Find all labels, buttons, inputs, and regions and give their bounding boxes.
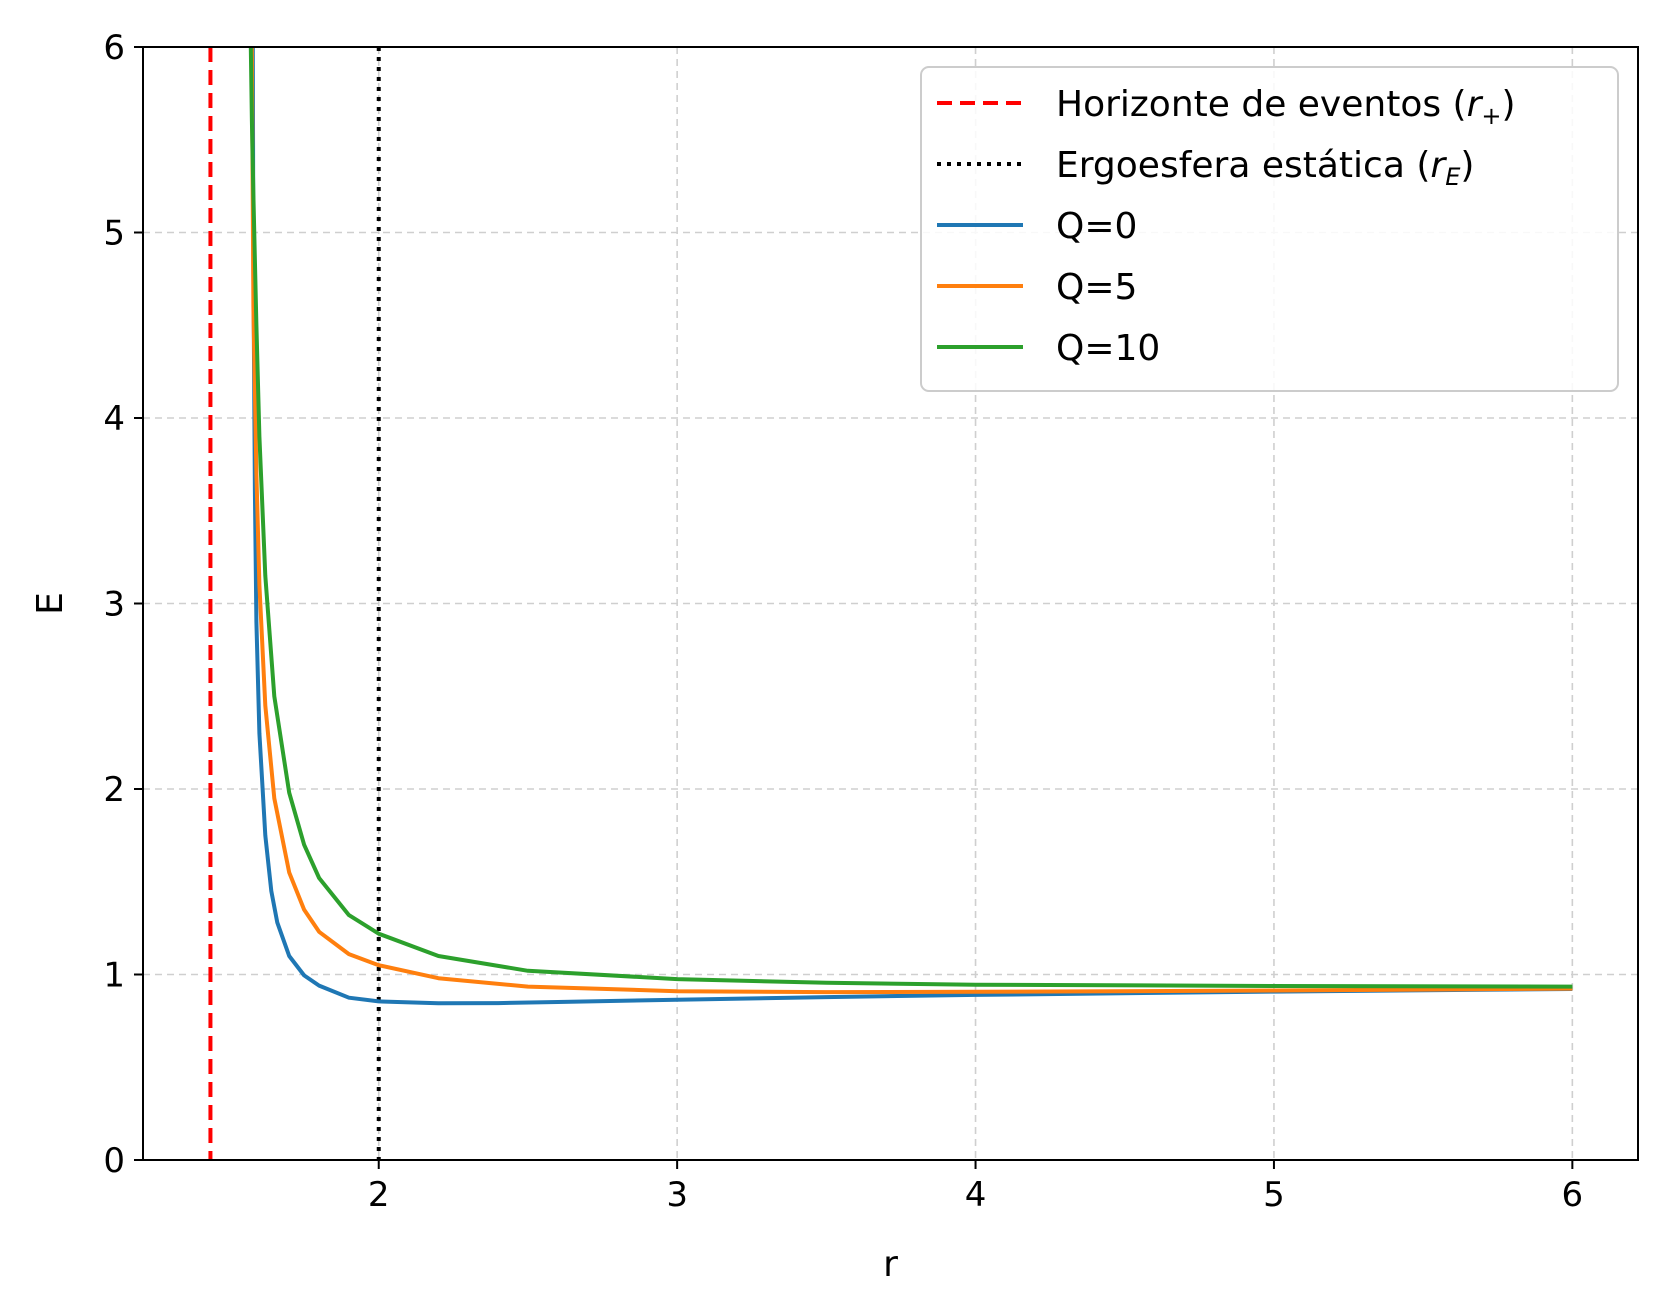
y-tick-label-6: 6 [103, 28, 125, 68]
legend: Horizonte de eventos (r+) Ergoesfera está… [920, 66, 1619, 392]
legend-label-q-10: Q=10 [1056, 328, 1160, 369]
y-tick-label-0: 0 [103, 1141, 125, 1181]
x-tick-label-3: 3 [666, 1175, 688, 1215]
x-axis-label: r [883, 1244, 898, 1285]
series-line-q-5 [249, 47, 1573, 995]
x-tick-label-4: 4 [965, 1175, 987, 1215]
y-tick-label-5: 5 [103, 214, 125, 254]
y-tick-label-1: 1 [103, 956, 125, 996]
legend-label-ergoesfera-est-tica-e: Ergoesfera estática (rE) [1056, 145, 1474, 191]
legend-label-horizonte-de-eventos: Horizonte de eventos (r+) [1056, 84, 1516, 130]
legend-label-q-5: Q=5 [1056, 267, 1137, 308]
legend-label-q-0: Q=0 [1056, 206, 1137, 247]
reference-lines [208, 47, 381, 1160]
axis-ticks: 2 3 4 5 6 0 1 2 3 4 5 6 [103, 28, 1583, 1215]
y-axis-label: E [30, 592, 71, 615]
series-line-q-0 [250, 47, 1573, 1006]
legend-box [920, 66, 1619, 392]
series-line-q-10 [248, 47, 1573, 989]
y-tick-label-3: 3 [103, 585, 125, 625]
x-tick-label-2: 2 [368, 1175, 390, 1215]
x-tick-label-6: 6 [1562, 1175, 1584, 1215]
y-tick-label-2: 2 [103, 770, 125, 810]
y-tick-label-4: 4 [103, 399, 125, 439]
series-lines [248, 47, 1573, 1006]
x-tick-label-5: 5 [1263, 1175, 1285, 1215]
